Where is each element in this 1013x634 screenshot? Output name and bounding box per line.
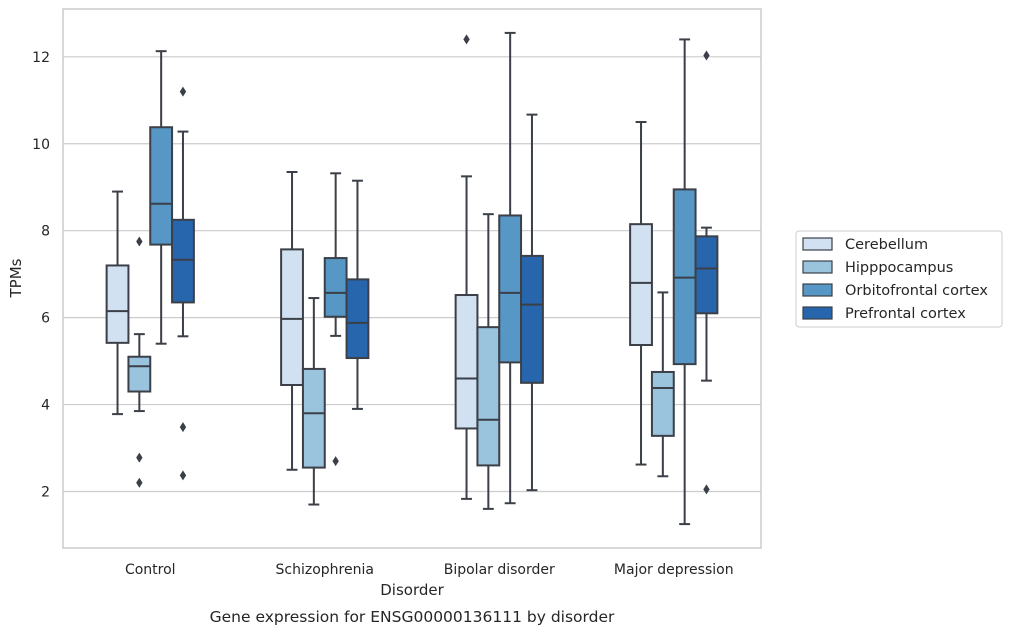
x-tick-label: Schizophrenia: [276, 562, 374, 578]
y-tick-label: 8: [41, 224, 50, 240]
y-tick-label: 12: [32, 50, 50, 66]
x-tick-label: Major depression: [614, 562, 734, 578]
box-prefrontal-cortex-major-depression: [694, 50, 719, 495]
box-iqr: [105, 264, 130, 344]
box-iqr: [345, 278, 370, 360]
box-iqr: [520, 254, 544, 384]
legend-item-cerebellum: Cerebellum: [802, 237, 928, 253]
legend-item-hipppocampus: Hipppocampus: [802, 260, 953, 276]
legend-label: Prefrontal cortex: [845, 306, 966, 322]
y-axis-ticks: 2 4 6 8 10 12: [32, 50, 50, 501]
box-iqr: [498, 214, 523, 364]
x-axis-ticks: Control Schizophrenia Bipolar disorder Majo…: [125, 562, 734, 578]
legend-item-orbitofrontal-cortex: Orbitofrontal cortex: [802, 283, 988, 299]
outlier-point: [179, 422, 187, 433]
y-tick-label: 2: [41, 484, 50, 500]
box-cerebellum-major-depression: [629, 121, 653, 466]
outlier-point: [332, 456, 339, 467]
box-prefrontal-cortex-control: [171, 86, 195, 481]
box-orbitofrontal-cortex-bipolar-disorder: [498, 31, 523, 505]
legend-label: Cerebellum: [845, 237, 928, 253]
box-cerebellum-bipolar-disorder: [454, 34, 479, 500]
legend-label: Orbitofrontal cortex: [845, 283, 988, 299]
box-iqr: [454, 294, 479, 430]
chart-title: Gene expression for ENSG00000136111 by d…: [210, 608, 615, 626]
x-tick-label: Control: [125, 562, 176, 578]
box-orbitofrontal-cortex-control: [149, 50, 174, 345]
box-iqr: [476, 326, 501, 467]
box-iqr: [171, 218, 195, 304]
box-iqr: [149, 126, 174, 246]
legend-swatch: [802, 260, 833, 274]
box-iqr: [127, 355, 152, 393]
plot-frame: [62, 8, 762, 549]
outlier-point: [136, 477, 143, 488]
box-iqr: [629, 223, 653, 347]
legend-label: Hipppocampus: [845, 260, 953, 276]
legend-swatch: [802, 283, 833, 297]
box-iqr: [301, 367, 326, 469]
box-hipppocampus-bipolar-disorder: [476, 213, 501, 510]
box-prefrontal-cortex-bipolar-disorder: [520, 113, 544, 492]
legend-frame: [795, 230, 1003, 328]
legend-swatch: [802, 237, 833, 251]
outlier-point: [136, 236, 143, 247]
outlier-point: [136, 452, 143, 463]
box-iqr: [650, 370, 675, 437]
box-cerebellum-control: [105, 190, 130, 416]
outlier-point: [703, 50, 710, 61]
box-hipppocampus-major-depression: [650, 291, 675, 478]
box-orbitofrontal-cortex-schizophrenia: [323, 172, 348, 467]
legend: Cerebellum Hipppocampus Orbitofrontal cort…: [795, 230, 1003, 328]
outlier-point: [703, 484, 710, 495]
outlier-point: [179, 86, 187, 97]
box-elements: [105, 31, 719, 526]
outlier-point: [179, 470, 187, 481]
legend-swatch: [802, 306, 833, 320]
y-tick-label: 6: [41, 311, 50, 327]
x-axis-label: Disorder: [380, 581, 444, 599]
box-iqr: [323, 257, 348, 318]
box-cerebellum-schizophrenia: [280, 171, 304, 471]
box-hipppocampus-control: [127, 236, 152, 488]
y-axis-label: TPMs: [7, 258, 25, 298]
outlier-point: [463, 34, 470, 45]
box-orbitofrontal-cortex-major-depression: [672, 38, 697, 526]
box-iqr: [694, 235, 719, 315]
legend-item-prefrontal-cortex: Prefrontal cortex: [802, 306, 966, 322]
box-hipppocampus-schizophrenia: [301, 297, 326, 506]
box-iqr: [280, 248, 304, 386]
x-tick-label: Bipolar disorder: [444, 562, 555, 578]
box-prefrontal-cortex-schizophrenia: [345, 179, 370, 410]
y-tick-label: 4: [41, 398, 50, 414]
y-tick-label: 10: [32, 137, 50, 153]
